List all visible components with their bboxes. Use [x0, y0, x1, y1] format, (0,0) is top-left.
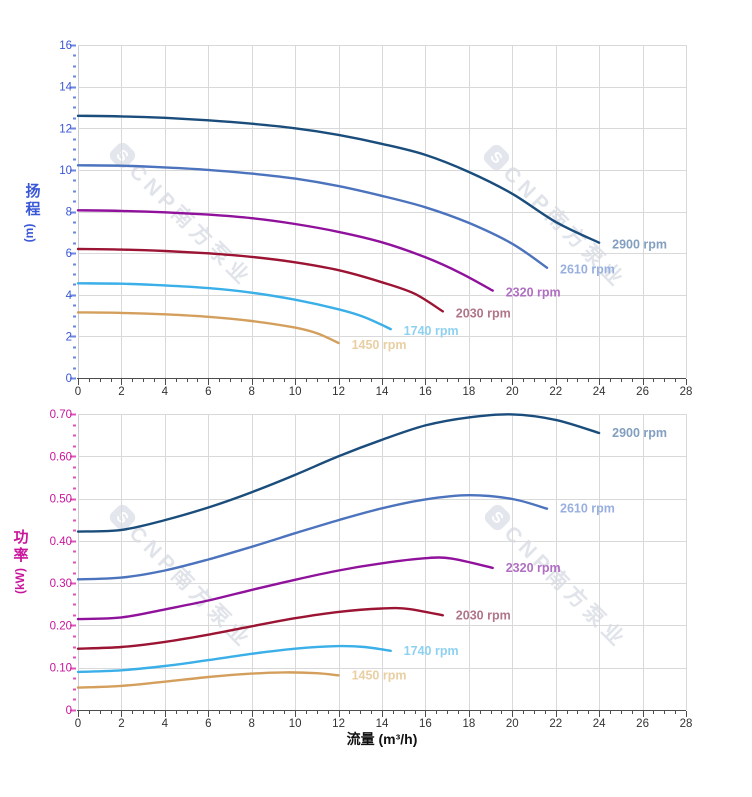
x-tick-label: 24 — [593, 386, 606, 398]
x-tick-label: 6 — [205, 386, 211, 398]
curve-label-2320rpm: 2320 rpm — [506, 561, 561, 575]
x-tick-label: 10 — [289, 718, 302, 730]
curve-label-2900rpm: 2900 rpm — [612, 238, 667, 252]
x-tick-label: 12 — [332, 386, 345, 398]
curve-1450rpm — [76, 311, 340, 345]
x-tick-label: 24 — [593, 718, 606, 730]
x-tick-label: 18 — [462, 386, 475, 398]
curve-1740rpm — [76, 644, 392, 674]
x-tick-label: 10 — [289, 386, 302, 398]
x-tick-label: 14 — [376, 718, 389, 730]
x-tick-label: 20 — [506, 386, 519, 398]
curve-label-2610rpm: 2610 rpm — [560, 263, 615, 277]
x-tick-label: 2 — [118, 718, 124, 730]
flow-axis-title: 流量 (m³/h) — [346, 731, 418, 747]
curve-2900rpm — [76, 413, 601, 533]
curve-2900rpm — [76, 114, 601, 244]
x-tick-label: 20 — [506, 718, 519, 730]
curve-label-2030rpm: 2030 rpm — [456, 608, 511, 622]
head-axis-unit: (m) — [22, 223, 36, 243]
y-tick-label: 0 — [66, 705, 72, 717]
y-tick-label: 4 — [66, 290, 73, 302]
x-tick-label: 12 — [332, 718, 345, 730]
curve-2320rpm — [76, 556, 494, 621]
x-tick-label: 8 — [249, 386, 255, 398]
curve-2320rpm — [76, 209, 494, 292]
y-tick-label: 0.50 — [50, 494, 72, 506]
curve-label-2030rpm: 2030 rpm — [456, 306, 511, 320]
x-tick-label: 28 — [680, 718, 693, 730]
curve-label-2900rpm: 2900 rpm — [612, 426, 667, 440]
x-tick-label: 0 — [75, 718, 81, 730]
x-tick-label: 16 — [419, 386, 432, 398]
y-tick-label: 0.40 — [50, 536, 72, 548]
curve-label-1740rpm: 1740 rpm — [404, 324, 459, 338]
x-tick-label: 4 — [162, 386, 169, 398]
y-tick-label: 0.70 — [50, 409, 72, 421]
y-tick-label: 2 — [66, 331, 72, 343]
y-tick-label: 0.20 — [50, 620, 72, 632]
y-tick-label: 14 — [59, 82, 72, 94]
y-tick-label: 0.10 — [50, 663, 72, 675]
x-tick-label: 2 — [118, 386, 124, 398]
x-tick-label: 18 — [462, 718, 475, 730]
curve-2030rpm — [76, 247, 444, 313]
curve-1450rpm — [76, 671, 340, 689]
curve-label-2320rpm: 2320 rpm — [506, 286, 561, 300]
curve-2030rpm — [76, 606, 444, 650]
y-tick-label: 0.60 — [50, 451, 72, 463]
y-tick-label: 0 — [66, 373, 72, 385]
x-tick-label: 14 — [376, 386, 389, 398]
x-tick-label: 8 — [249, 718, 255, 730]
y-tick-label: 10 — [59, 165, 72, 177]
head-axis-title: 扬程 — [23, 183, 41, 219]
curve-2610rpm — [76, 164, 549, 269]
x-tick-label: 16 — [419, 718, 432, 730]
curve-label-2610rpm: 2610 rpm — [560, 502, 615, 516]
curve-2610rpm — [76, 493, 549, 581]
curve-label-1740rpm: 1740 rpm — [404, 644, 459, 658]
y-tick-label: 16 — [59, 40, 72, 52]
y-tick-label: 8 — [66, 207, 72, 219]
y-tick-label: 6 — [66, 248, 72, 260]
y-tick-label: 0.30 — [50, 578, 72, 590]
x-tick-label: 26 — [636, 386, 649, 398]
power-axis-unit: (kW) — [13, 568, 27, 594]
x-tick-label: 26 — [636, 718, 649, 730]
x-tick-label: 22 — [549, 386, 562, 398]
y-tick-label: 12 — [59, 123, 72, 135]
x-tick-label: 22 — [549, 718, 562, 730]
power-axis-title: 功率 — [11, 529, 29, 565]
curve-1740rpm — [76, 282, 392, 331]
curve-label-1450rpm: 1450 rpm — [352, 668, 407, 682]
x-tick-label: 0 — [75, 386, 81, 398]
curve-label-1450rpm: 1450 rpm — [352, 338, 407, 352]
x-tick-label: 6 — [205, 718, 211, 730]
x-tick-label: 4 — [162, 718, 169, 730]
x-tick-label: 28 — [680, 386, 693, 398]
